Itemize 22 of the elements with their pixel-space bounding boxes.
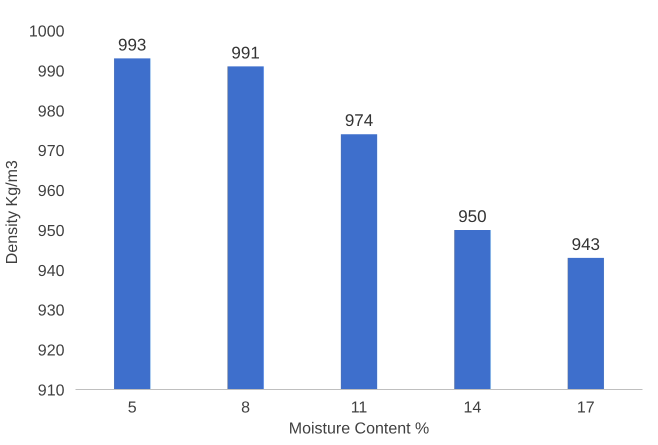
- x-tick-label: 5: [128, 400, 137, 416]
- x-tick-label: 11: [350, 400, 368, 416]
- data-label: 943: [572, 234, 600, 254]
- x-tick-label: 17: [576, 400, 595, 416]
- y-tick-label: 990: [38, 63, 65, 80]
- data-label: 950: [458, 206, 487, 226]
- y-tick-label: 910: [38, 382, 65, 400]
- y-axis-title: Density Kg/m3: [4, 160, 21, 264]
- y-tick-label: 980: [38, 103, 65, 120]
- y-tick-label: 930: [38, 302, 65, 320]
- y-tick-label: 920: [38, 342, 65, 360]
- y-tick-label: 1000: [28, 24, 65, 40]
- y-tick-label: 940: [38, 262, 65, 280]
- y-tick-label: 950: [38, 222, 65, 240]
- x-axis-title: Moisture Content %: [288, 420, 430, 438]
- data-label: 974: [344, 111, 374, 130]
- y-tick-label: 970: [38, 143, 65, 160]
- data-label: 991: [231, 43, 260, 62]
- x-tick-label: 14: [464, 400, 482, 416]
- data-label: 993: [118, 35, 146, 54]
- y-tick-label: 960: [38, 183, 65, 200]
- x-tick-label: 8: [241, 400, 250, 416]
